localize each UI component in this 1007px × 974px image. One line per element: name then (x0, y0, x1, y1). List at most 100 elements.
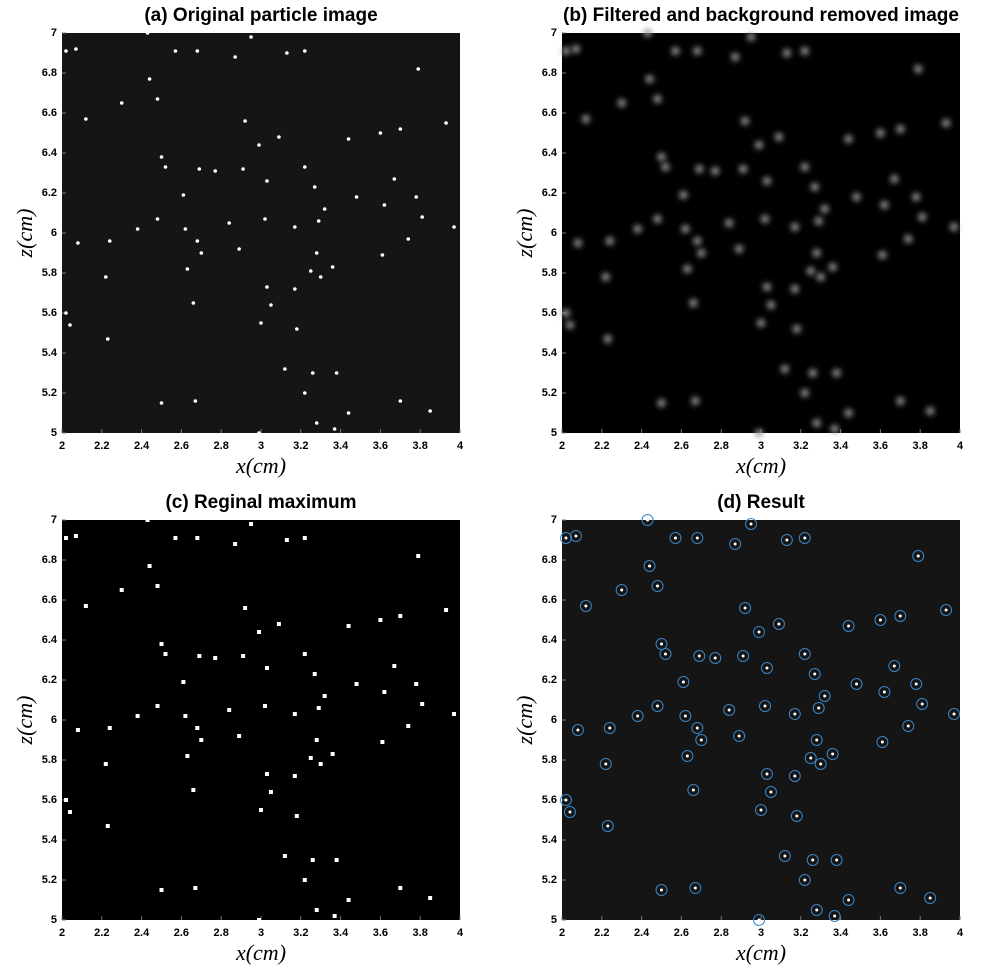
particle (681, 680, 685, 684)
detected-particle (681, 750, 694, 762)
x-tick-label: 2.8 (214, 927, 229, 939)
particle (105, 337, 110, 341)
detected-particle (850, 678, 863, 690)
y-tick-label: 5 (551, 914, 557, 926)
particle (793, 712, 797, 716)
y-tick-label: 6.6 (42, 107, 57, 119)
particle (354, 195, 359, 199)
regional-maximum (155, 704, 160, 708)
regional-maximum (378, 618, 383, 622)
x-tick-label: 3.4 (333, 440, 349, 452)
particle (916, 554, 920, 558)
regional-maximum (105, 824, 110, 828)
y-tick-label: 6.8 (42, 554, 57, 566)
y-tick-label: 5.6 (542, 794, 557, 806)
detected-particle (651, 700, 664, 712)
particle (691, 397, 700, 405)
detected-particle (679, 710, 692, 722)
x-tick-label: 2 (59, 927, 65, 939)
detected-particle (709, 652, 722, 664)
detected-particle (810, 904, 823, 916)
particle (656, 584, 660, 588)
particle (800, 163, 809, 171)
particle (64, 311, 68, 315)
particle (741, 654, 745, 658)
particle (283, 367, 287, 371)
detected-particle (689, 882, 702, 894)
regional-maximum (444, 608, 449, 612)
particle (920, 702, 924, 706)
particle (620, 588, 624, 592)
particle (689, 299, 698, 307)
particle (277, 135, 281, 139)
particle (145, 31, 150, 35)
detected-particle (659, 648, 672, 660)
regional-maximum (262, 704, 267, 708)
regional-maximum (107, 726, 112, 730)
detected-particle (826, 748, 839, 760)
particle (880, 201, 889, 209)
particle (878, 251, 887, 259)
detected-particle (687, 784, 700, 796)
particle (906, 724, 910, 728)
x-tick-label: 3 (258, 927, 264, 939)
particle (584, 604, 588, 608)
regional-maximum (173, 536, 178, 540)
regional-maximum (420, 702, 425, 706)
particle (643, 29, 652, 37)
particle (733, 542, 737, 546)
particle (656, 704, 660, 708)
detected-particle (780, 534, 793, 546)
regional-maximum (380, 740, 385, 744)
y-tick-label: 5.4 (42, 347, 58, 359)
particle (766, 301, 775, 309)
particle (636, 714, 640, 718)
particle (191, 301, 196, 305)
regional-maximum (237, 734, 242, 738)
regional-maximum (75, 728, 80, 732)
regional-maximum (119, 588, 124, 592)
particle (693, 886, 697, 890)
x-tick-label: 4 (957, 440, 964, 452)
particle (617, 99, 626, 107)
particle (183, 227, 188, 231)
detected-particle (798, 532, 811, 544)
regional-maximum (257, 630, 262, 634)
y-tick-label: 6 (51, 227, 57, 239)
x-tick-label: 2.8 (714, 927, 729, 939)
detected-particle (874, 614, 887, 626)
particle (155, 217, 160, 221)
particle (147, 77, 152, 81)
detected-particle (806, 854, 819, 866)
particle (84, 117, 88, 121)
particle (257, 431, 261, 435)
particle (783, 854, 787, 858)
particle (815, 908, 819, 912)
detected-particle (912, 550, 925, 562)
detected-particle (733, 730, 746, 742)
x-tick-label: 3.6 (373, 927, 388, 939)
y-tick-label: 5.2 (42, 874, 57, 886)
particle (847, 624, 851, 628)
x-tick-label: 2.6 (674, 927, 689, 939)
regional-maximum (414, 682, 419, 686)
regional-maximum (308, 756, 313, 760)
y-tick-label: 5.8 (542, 267, 557, 279)
particle (608, 726, 612, 730)
regional-maximum (159, 642, 164, 646)
detected-particle (641, 514, 654, 526)
detected-particle (691, 532, 704, 544)
chart-title: (c) Reginal maximum (165, 492, 356, 513)
particle (685, 754, 689, 758)
particle (928, 896, 932, 900)
particle (782, 49, 791, 57)
regional-maximum (195, 726, 200, 730)
detected-particle (758, 700, 771, 712)
particle (76, 241, 80, 245)
particle (828, 263, 837, 271)
particle (803, 652, 807, 656)
x-tick-label: 3 (258, 440, 264, 452)
detected-particle (888, 660, 901, 672)
detected-particle (798, 648, 811, 660)
particle (765, 666, 769, 670)
